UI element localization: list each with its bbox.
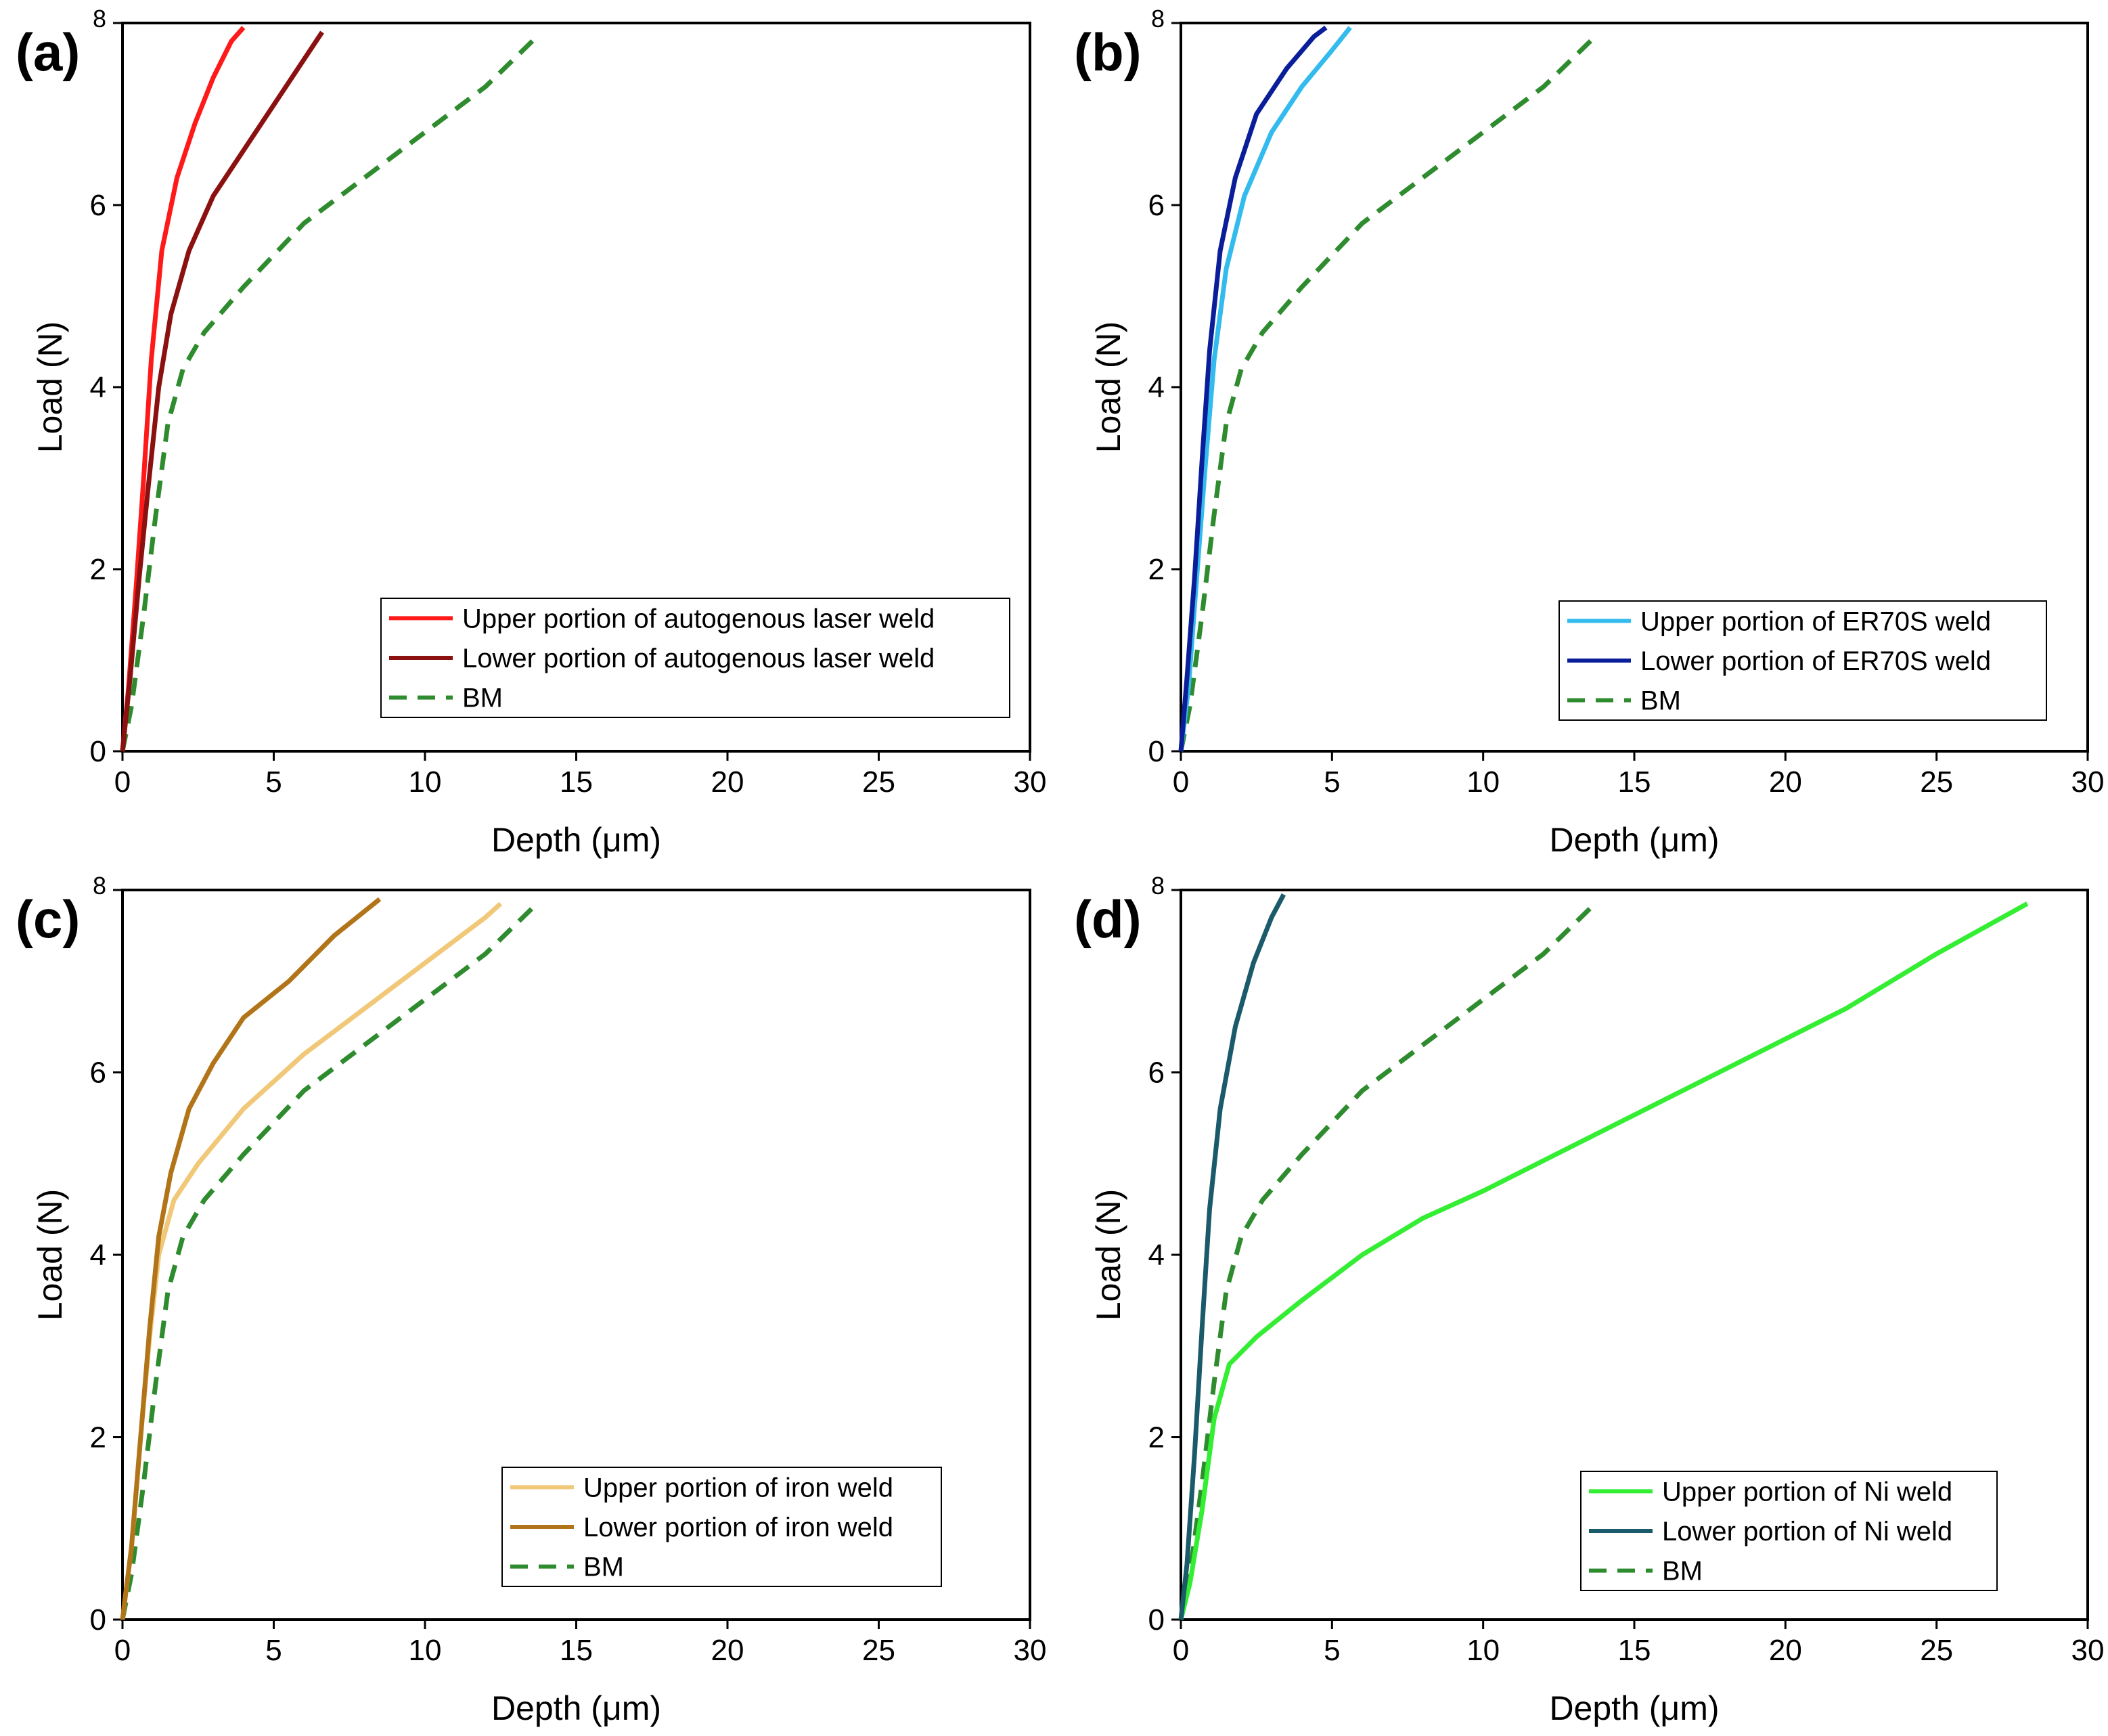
chart-panel-3: 0 5 10 15 20 25 30 0 2 4 6 8 Depth (μm) Load (N) (c) Up… [16,872,1046,1727]
x-tick-label: 20 [1769,765,1802,799]
y-tick-label: 6 [1148,189,1165,222]
x-axis-title: Depth (μm) [1549,821,1719,859]
panel-label: (b) [1074,22,1142,82]
chart-panel-2: 0 5 10 15 20 25 30 0 2 4 6 8 Depth (μm) Load (N) (b) Up… [1074,5,2104,859]
x-tick-label: 0 [114,765,131,799]
series-line-2 [1178,893,1286,1620]
x-tick-label: 20 [711,1634,744,1667]
x-tick-label: 30 [1014,1634,1047,1667]
x-tick-label: 30 [2071,1634,2105,1667]
x-tick-label: 0 [114,1634,131,1667]
x-tick-label: 30 [1014,765,1047,799]
legend-box [1558,600,2047,721]
panel-label: (d) [1074,889,1142,949]
y-tick-label: 8 [1151,5,1165,32]
y-tick-label: 6 [1148,1056,1165,1090]
y-tick-label: 2 [90,553,106,586]
x-tick-label: 20 [1769,1634,1802,1667]
y-tick-label: 0 [1148,1603,1165,1637]
x-tick-label: 5 [1324,1634,1340,1667]
x-tick-label: 30 [2071,765,2105,799]
x-tick-label: 25 [862,765,895,799]
y-tick-label: 2 [1148,1421,1165,1454]
x-tick-label: 0 [1173,765,1189,799]
x-axis-title: Depth (μm) [1549,1689,1719,1727]
y-tick-label: 6 [90,189,106,222]
legend-label: Upper portion of Ni weld [1662,1477,1952,1507]
y-tick-label: 2 [1148,553,1165,586]
legend-label: Lower portion of autogenous laser weld [462,644,935,673]
legend-box [501,1467,942,1587]
y-tick-label: 8 [93,872,106,899]
series-line-3 [120,902,539,1620]
x-tick-label: 0 [1173,1634,1189,1667]
legend-label: BM [462,684,503,713]
x-tick-label: 10 [1466,1634,1500,1667]
y-tick-label: 0 [90,735,106,768]
legend-label: Upper portion of ER70S weld [1640,606,1991,636]
panel-label: (c) [16,889,80,949]
legend-label: Lower portion of Ni weld [1662,1517,1952,1546]
panel-label: (a) [16,22,80,82]
series-line-2 [1178,25,1328,752]
legend-label: BM [583,1553,624,1582]
y-tick-label: 4 [1148,371,1165,404]
legend: Upper portion of Ni weld Lower portion of… [1580,1471,1998,1591]
legend: Upper portion of iron weld Lower portion … [501,1467,942,1587]
x-tick-label: 10 [1466,765,1500,799]
legend-label: Upper portion of iron weld [583,1473,893,1503]
y-tick-label: 4 [1148,1239,1165,1272]
x-tick-label: 10 [409,765,442,799]
chart-panel-4: 0 5 10 15 20 25 30 0 2 4 6 8 Depth (μm) Load (N) (d) Up… [1074,872,2104,1727]
legend-label: BM [1662,1557,1703,1586]
y-axis-title: Load (N) [1090,321,1127,453]
x-tick-label: 15 [1618,765,1651,799]
x-tick-label: 20 [711,765,744,799]
y-tick-label: 0 [1148,735,1165,768]
x-tick-label: 25 [862,1634,895,1667]
x-tick-label: 10 [409,1634,442,1667]
y-tick-label: 2 [90,1421,106,1454]
series-line-3 [120,35,539,752]
legend-label: Upper portion of autogenous laser weld [462,604,935,633]
series-line-3 [1178,902,1597,1620]
series-line-2 [120,897,382,1620]
series-line-1 [120,26,246,752]
legend-label: BM [1640,686,1681,716]
x-tick-label: 15 [560,1634,593,1667]
y-axis-title: Load (N) [31,1189,69,1321]
x-axis-title: Depth (μm) [491,821,661,859]
series-line-3 [1178,35,1597,752]
x-tick-label: 25 [1920,765,1953,799]
y-axis-title: Load (N) [1090,1189,1127,1321]
legend: Upper portion of autogenous laser weld Lo… [380,598,1010,718]
y-axis-title: Load (N) [31,321,69,453]
x-tick-label: 25 [1920,1634,1953,1667]
y-tick-label: 4 [90,371,106,404]
series-line-2 [120,30,324,752]
series-line-1 [1178,902,2029,1620]
legend-label: Lower portion of iron weld [583,1513,893,1542]
legend: Upper portion of ER70S weld Lower portion… [1558,600,2047,721]
x-tick-label: 15 [560,765,593,799]
x-tick-label: 5 [1324,765,1340,799]
y-tick-label: 0 [90,1603,106,1637]
x-tick-label: 5 [265,765,282,799]
series-line-1 [120,902,503,1620]
y-tick-label: 6 [90,1056,106,1090]
y-tick-label: 8 [1151,872,1165,899]
chart-panel-1: 0 5 10 15 20 25 30 0 2 4 6 8 Depth (μm) Load (N) (a) Up… [16,5,1046,859]
y-tick-label: 8 [93,5,106,32]
legend-box [380,598,1010,718]
x-tick-label: 5 [265,1634,282,1667]
y-tick-label: 4 [90,1239,106,1272]
x-axis-title: Depth (μm) [491,1689,661,1727]
legend-label: Lower portion of ER70S weld [1640,646,1991,676]
x-tick-label: 15 [1618,1634,1651,1667]
